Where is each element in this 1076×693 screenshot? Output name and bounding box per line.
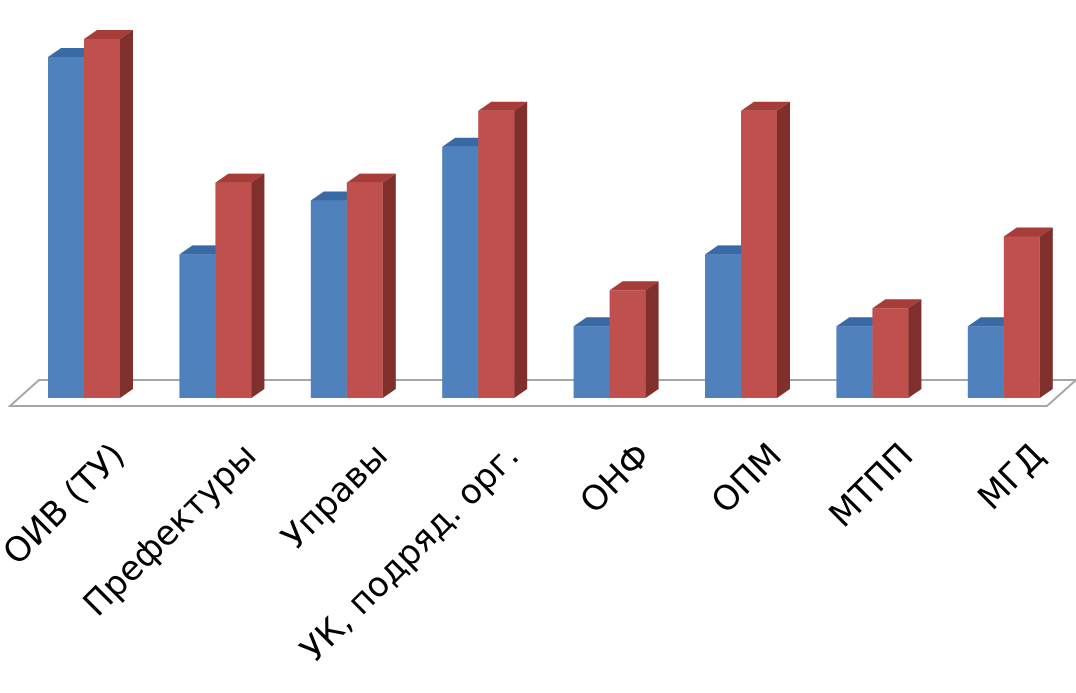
bar-top (215, 173, 265, 183)
bar-2-1 (346, 173, 396, 398)
bar-front (346, 182, 383, 398)
bar-front (442, 146, 479, 398)
bars-group (48, 30, 1053, 399)
bar-1-1 (215, 173, 265, 398)
bar-6-1 (872, 299, 922, 398)
bar-side (777, 101, 790, 399)
bar-front (48, 56, 84, 398)
x-tick-label: ОИВ (ТУ) (0, 436, 133, 573)
bar-top (872, 299, 922, 309)
bar-0-1 (84, 30, 133, 398)
bar-front (478, 110, 515, 399)
bar-front (609, 290, 646, 398)
bar-side (908, 299, 922, 398)
bar-front (967, 326, 1004, 398)
x-tick-label: Управы (274, 436, 396, 558)
bar-top (84, 30, 133, 39)
bar-7-1 (1003, 227, 1053, 398)
chart-floor (7, 379, 1076, 407)
bar-5-1 (741, 101, 790, 399)
bar-front (179, 254, 216, 398)
bar-3-1 (478, 101, 528, 399)
bar-front (705, 254, 741, 398)
x-tick-label: МТПП (821, 436, 921, 536)
bar-top (741, 101, 790, 111)
bar-front (310, 200, 347, 398)
x-tick-label: УК, подряд. орг. (293, 436, 527, 670)
bar-front (1003, 236, 1040, 398)
bar-front (741, 110, 777, 399)
bar-side (1039, 227, 1053, 398)
bar-front (84, 39, 120, 398)
x-tick-label: МГД (970, 436, 1052, 518)
bar-side (251, 173, 265, 398)
bar-top (346, 173, 396, 183)
bar-side (382, 173, 396, 398)
bar-top (609, 281, 659, 291)
bar-front (215, 182, 252, 398)
bar-side (514, 101, 528, 399)
bar-top (1003, 227, 1053, 237)
bar-front (573, 326, 610, 398)
x-tick-label: ОПМ (704, 436, 790, 522)
bar-front (872, 308, 909, 398)
bar-side (120, 30, 133, 398)
x-tick-label: ОНФ (573, 436, 659, 522)
bar-front (836, 326, 873, 398)
bar-4-1 (609, 281, 659, 398)
bar-top (478, 101, 528, 111)
bar-side (645, 281, 659, 398)
